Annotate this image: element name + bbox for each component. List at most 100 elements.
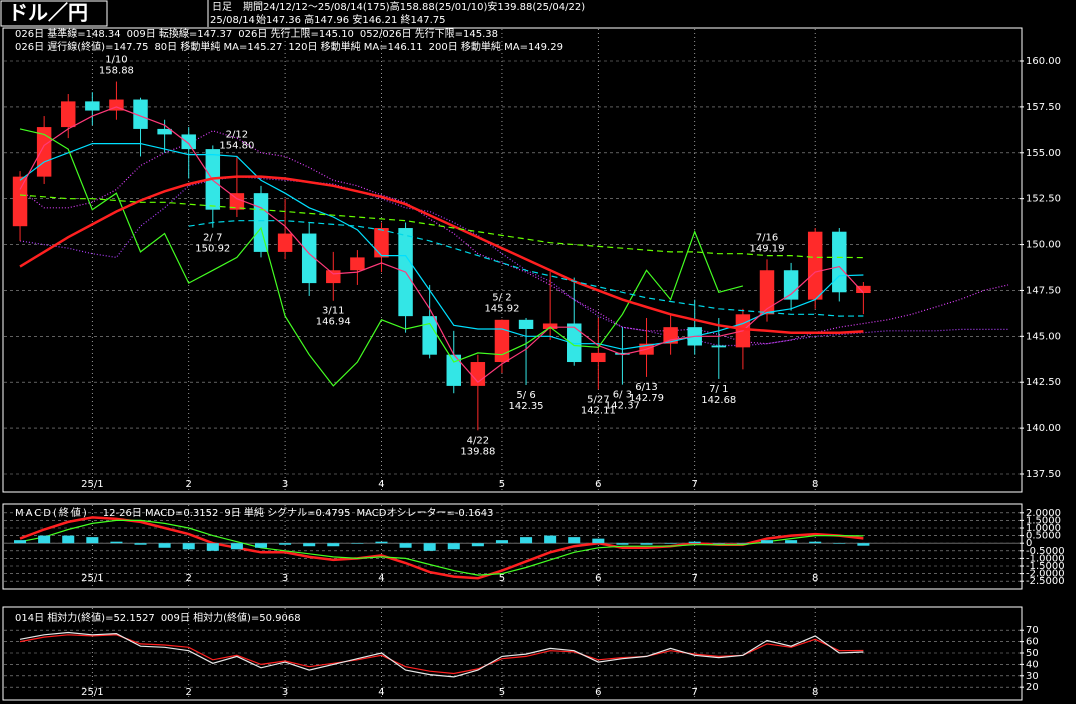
osc-bar [471, 543, 484, 547]
candle-body [133, 99, 148, 129]
osc-bar [351, 543, 364, 544]
legend-entry: 014日 相対力(終値)=52.1527 [15, 611, 155, 624]
annotation-date: 6/ 3 [613, 390, 632, 401]
osc-bar [785, 540, 798, 544]
x-tick-label: 25/1 [81, 479, 103, 490]
osc-bar [833, 543, 846, 544]
x-tick-label: 6 [595, 687, 601, 698]
annotation-value: 145.92 [484, 303, 519, 314]
osc-bar [158, 543, 171, 548]
x-tick-label: 3 [282, 573, 288, 584]
y-tick-label: 1.0000 [1026, 523, 1061, 534]
candle-body [446, 354, 461, 386]
x-tick-label: 8 [812, 573, 818, 584]
y-tick-label: 0.5000 [1026, 531, 1061, 542]
candle-body [374, 228, 389, 258]
x-tick-label: 2 [186, 573, 192, 584]
x-tick-label: 6 [595, 573, 601, 584]
legend-entry: 80日 移動単純 MA=145.27 [154, 40, 282, 53]
legend-entry: 9日 単純 シグナル=0.4795 [224, 506, 350, 519]
series-line [19, 631, 864, 678]
osc-bar [230, 543, 243, 550]
series-line [19, 128, 744, 387]
annotation-date: 4/22 [467, 435, 489, 446]
panel-frame [2, 503, 1023, 590]
y-tick-label: 1.5000 [1026, 515, 1061, 526]
legend-entry: MACDオシレーター=-0.1643 [356, 507, 493, 519]
osc-bar [38, 535, 51, 544]
osc-bar [544, 535, 557, 544]
y-tick-label: 160.00 [1026, 56, 1061, 67]
osc-bar [447, 543, 460, 550]
annotation-value: 154.80 [219, 140, 254, 151]
annotation-date: 1/10 [105, 55, 127, 66]
x-tick-label: 5 [499, 479, 505, 490]
y-tick-label: 147.50 [1026, 285, 1061, 296]
osc-bar [640, 543, 653, 545]
candle-body [181, 134, 196, 150]
osc-bar [279, 543, 292, 545]
y-tick-label: -1.0000 [1026, 553, 1065, 564]
candle-body [494, 319, 510, 363]
x-tick-label: 6 [595, 479, 601, 490]
candle-body [301, 233, 317, 284]
candle-body [157, 128, 172, 135]
y-tick-label: 50 [1026, 648, 1039, 659]
annotation-date: 7/16 [756, 232, 778, 243]
candle-body [326, 270, 341, 284]
osc-bar [86, 537, 99, 544]
candle-body [615, 352, 630, 355]
x-tick-label: 7 [692, 573, 698, 584]
candle-body [518, 319, 534, 329]
osc-bar [182, 543, 195, 550]
period: 期間24/12/12～25/08/14(175)高158.88(25/01/10… [243, 0, 585, 13]
x-tick-label: 4 [378, 573, 384, 584]
annotation-date: 5/ 2 [492, 292, 511, 303]
series-line [19, 175, 864, 334]
osc-bar [664, 543, 677, 544]
annotation-date: 2/ 7 [203, 233, 222, 244]
annotation-date: 3/11 [322, 306, 344, 317]
legend-entry: 120日 移動単純 MA=146.11 [288, 40, 422, 53]
y-tick-label: 70 [1026, 625, 1039, 636]
legend-entry: 026日 先行上限=145.10 [238, 27, 354, 40]
osc-bar [809, 541, 822, 544]
legend-entry: 026日 遅行線(終値)=147.75 [15, 40, 148, 53]
osc-bar [62, 535, 75, 544]
osc-bar [520, 537, 533, 544]
annotation-value: 142.68 [701, 395, 736, 406]
annotation-value: 142.35 [509, 401, 544, 412]
y-tick-label: 20 [1026, 682, 1039, 693]
y-tick-label: 0 [1026, 538, 1032, 549]
y-tick-label: 137.50 [1026, 469, 1061, 480]
candle-body [807, 231, 823, 300]
candle-body [591, 352, 606, 363]
series-line [19, 106, 864, 384]
annotation-value: 142.79 [629, 393, 664, 404]
ohlc: 始147.36 高147.96 安146.21 終147.75 [256, 13, 446, 26]
osc-bar [760, 540, 774, 544]
y-tick-label: 2.0000 [1026, 508, 1061, 519]
series-line [19, 519, 864, 576]
y-tick-label: 145.00 [1026, 331, 1061, 342]
osc-bar [303, 543, 316, 547]
candle-body [542, 323, 558, 329]
osc-bar [688, 541, 701, 544]
x-tick-label: 7 [692, 479, 698, 490]
series-line [19, 634, 864, 675]
candle-body [567, 323, 582, 363]
y-tick-label: 140.00 [1026, 423, 1061, 434]
y-tick-label: -0.5000 [1026, 546, 1065, 557]
osc-bar [736, 543, 749, 544]
annotation-value: 146.94 [316, 317, 351, 328]
x-tick-label: 5 [499, 687, 505, 698]
x-tick-label: 8 [812, 479, 818, 490]
osc-bar [375, 541, 388, 544]
osc-bar [206, 543, 219, 551]
legend-entry: 026日 基準線=148.34 [15, 27, 121, 40]
panel-frame [2, 27, 1023, 493]
candle-body [422, 316, 437, 355]
